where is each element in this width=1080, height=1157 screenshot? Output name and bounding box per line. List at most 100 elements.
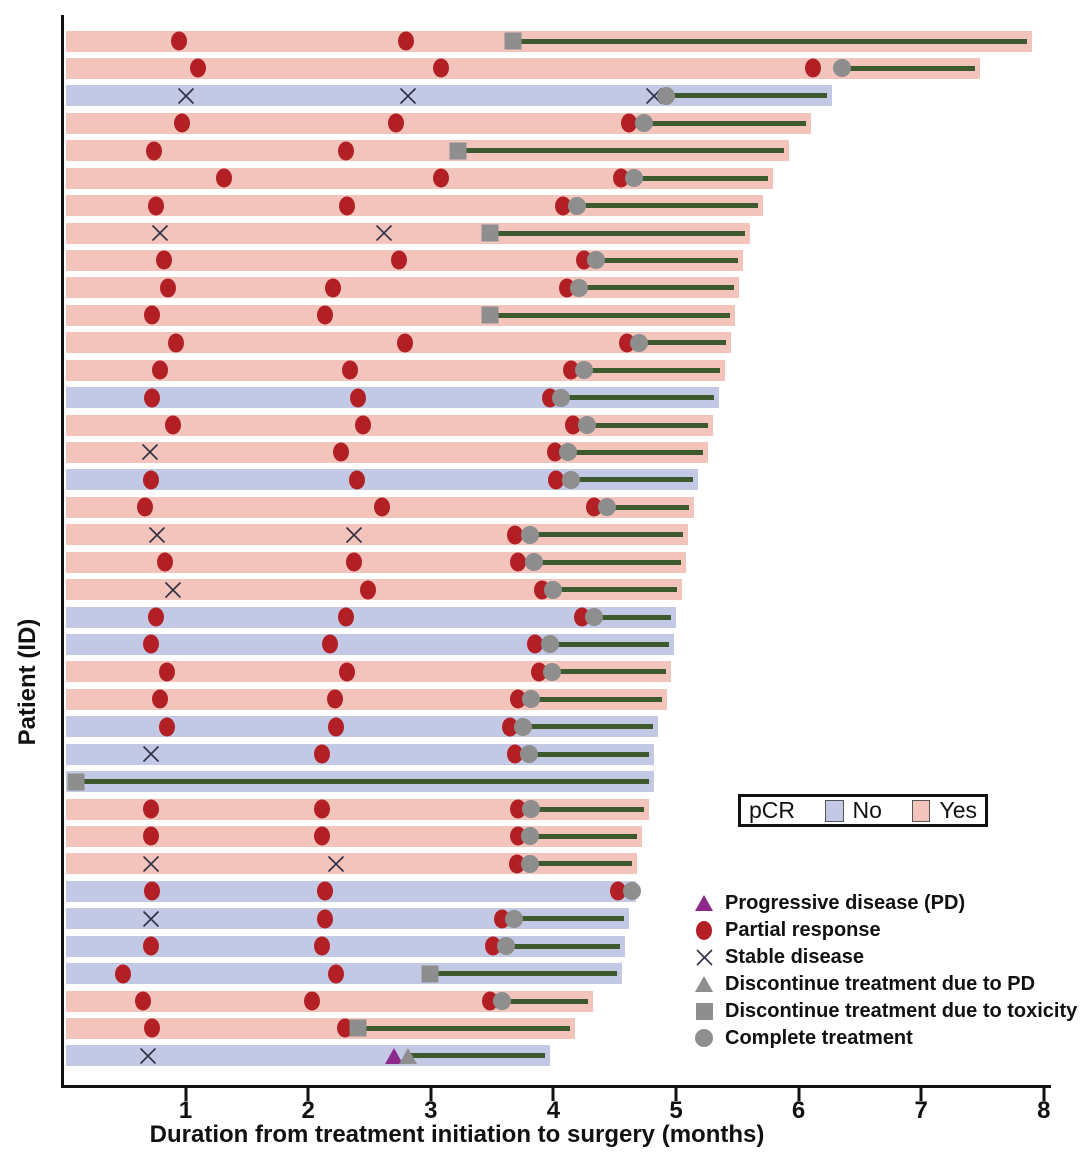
partial-response-icon [160,278,177,298]
legend-discontinue-toxicity-icon [691,1002,717,1020]
partial-response-icon [173,113,190,133]
partial-response-icon [508,854,525,874]
partial-response-icon [336,1018,353,1038]
treatment-line [666,93,827,99]
partial-response-icon [398,31,415,51]
treatment-line [358,1025,571,1031]
x-tick-label: 4 [546,1097,561,1124]
partial-response-icon [360,580,377,600]
partial-response-icon [527,634,543,654]
patient-bar [66,222,750,244]
x-tick-mark [1042,1088,1046,1101]
treatment-line [457,148,784,154]
partial-response-icon [151,360,168,380]
partial-response-icon [341,360,358,380]
stable-disease-icon [142,909,161,928]
partial-response-icon [148,196,165,216]
treatment-line [553,587,678,593]
complete-treatment-icon [625,169,644,188]
complete-treatment-icon [570,278,589,297]
partial-response-icon [349,470,366,490]
patient-bar [66,853,637,875]
stable-disease-icon [150,224,169,243]
partial-response-icon [339,196,356,216]
legend-progressive-disease-icon [691,895,717,911]
discontinue-toxicity-icon [504,32,522,50]
discontinue-toxicity-icon [481,224,499,242]
treatment-line [634,175,768,181]
partial-response-icon [159,717,176,737]
discontinue-toxicity-icon [349,1019,367,1037]
treatment-line [512,38,1027,44]
partial-response-icon [338,607,355,627]
partial-response-icon [562,360,579,380]
complete-treatment-icon [521,827,540,846]
stable-disease-icon [142,854,161,873]
legend-partial-response-icon [691,920,717,940]
stable-disease-icon [148,525,167,544]
complete-treatment-icon [577,416,596,435]
partial-response-icon [328,964,345,984]
x-tick-label: 3 [424,1097,438,1124]
progressive-disease-icon [695,895,713,911]
partial-response-icon [327,689,344,709]
discontinue-toxicity-icon [421,965,439,983]
partial-response-icon [165,415,182,435]
complete-treatment-icon [521,525,540,544]
stable-disease-icon [695,948,714,967]
patient-bar [66,661,672,683]
marker-legend-item: Discontinue treatment due to PD [691,971,1035,997]
partial-response-icon [317,881,334,901]
partial-response-icon [432,168,449,188]
partial-response-icon [144,881,161,901]
treatment-line [639,340,727,346]
partial-response-icon [144,388,161,408]
legend-stable-disease-icon [691,948,717,967]
patient-bar [66,825,642,847]
patient-bar [66,798,650,820]
treatment-line [530,532,684,538]
treatment-line [528,751,649,757]
treatment-line [530,833,637,839]
partial-response-icon [507,525,524,545]
treatment-line [407,1053,545,1059]
stable-disease-icon [398,86,417,105]
partial-response-icon [585,497,602,517]
partial-response-icon [432,58,449,78]
x-tick-mark [306,1088,310,1101]
treatment-line [552,669,667,675]
partial-response-icon [151,689,168,709]
partial-response-icon [355,415,372,435]
x-tick-mark [674,1088,678,1101]
complete-treatment-icon [657,86,676,105]
pcr-legend-title: pCR [749,797,796,823]
complete-treatment-icon [540,635,559,654]
treatment-line [607,504,690,510]
treatment-line [530,861,632,867]
stable-disease-icon [164,580,183,599]
treatment-line [533,559,681,565]
complete-treatment-icon [832,59,851,78]
patient-bar [66,469,699,491]
patient-bar [66,1045,550,1067]
patient-bar [66,304,735,326]
partial-response-icon [345,552,362,572]
x-tick-mark [919,1088,923,1101]
complete-treatment-icon [695,1029,713,1047]
discontinue-toxicity-icon [695,1002,713,1020]
marker-legend-label: Progressive disease (PD) [725,891,966,914]
partial-response-icon [145,141,162,161]
x-tick-label: 8 [1037,1097,1051,1124]
partial-response-icon [303,991,320,1011]
partial-response-icon [555,196,572,216]
partial-response-icon [373,497,390,517]
treatment-line [501,998,588,1004]
complete-treatment-icon [496,937,515,956]
partial-response-icon [156,552,173,572]
complete-treatment-icon [559,443,578,462]
partial-response-icon [390,250,407,270]
patient-bar [66,990,593,1012]
marker-legend-item: Complete treatment [691,1025,913,1051]
patient-bar [66,167,773,189]
complete-treatment-icon [513,717,532,736]
